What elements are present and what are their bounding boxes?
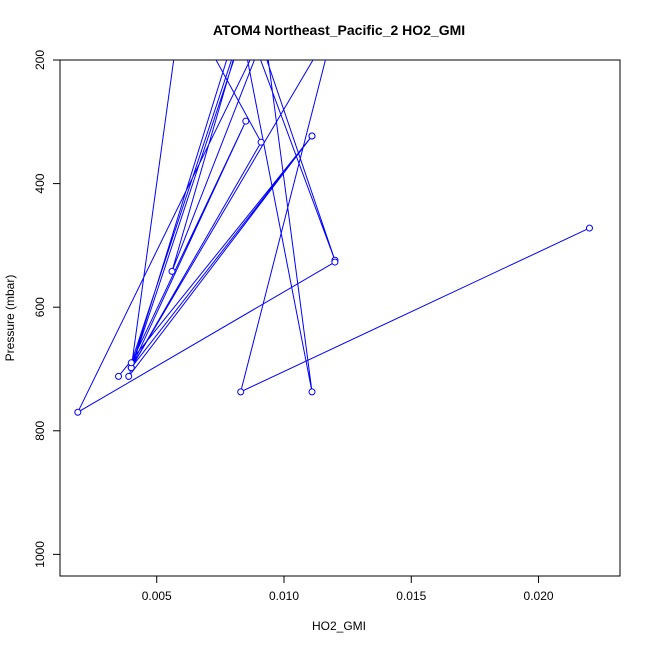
data-point xyxy=(127,359,135,367)
y-tick-label: 600 xyxy=(33,297,47,317)
x-tick-label: 0.015 xyxy=(396,589,426,603)
x-tick-label: 0.020 xyxy=(524,589,554,603)
data-point xyxy=(308,132,316,140)
data-point xyxy=(115,372,123,380)
chart-title: ATOM4 Northeast_Pacific_2 HO2_GMI xyxy=(213,22,465,38)
y-axis-label: Pressure (mbar) xyxy=(3,275,17,362)
y-axis: 200 400 600 800 1000 xyxy=(33,50,61,568)
y-tick-label: 200 xyxy=(33,50,47,70)
data-point xyxy=(125,372,133,380)
y-tick-label: 800 xyxy=(33,420,47,440)
data-point xyxy=(585,224,593,232)
x-axis: 0.005 0.010 0.015 0.020 xyxy=(142,575,554,603)
series-line xyxy=(76,60,590,414)
data-point xyxy=(237,388,245,396)
x-tick-label: 0.010 xyxy=(269,589,299,603)
data-point xyxy=(331,258,339,266)
y-tick-label: 1000 xyxy=(33,541,47,568)
data-point xyxy=(74,408,82,416)
x-tick-label: 0.005 xyxy=(142,589,172,603)
series-group xyxy=(74,60,593,416)
data-point xyxy=(308,388,316,396)
x-axis-label: HO2_GMI xyxy=(312,619,366,633)
data-point xyxy=(257,138,265,146)
data-point xyxy=(168,267,176,275)
y-tick-label: 400 xyxy=(33,173,47,193)
plot-frame xyxy=(59,59,621,577)
data-point xyxy=(242,117,250,125)
